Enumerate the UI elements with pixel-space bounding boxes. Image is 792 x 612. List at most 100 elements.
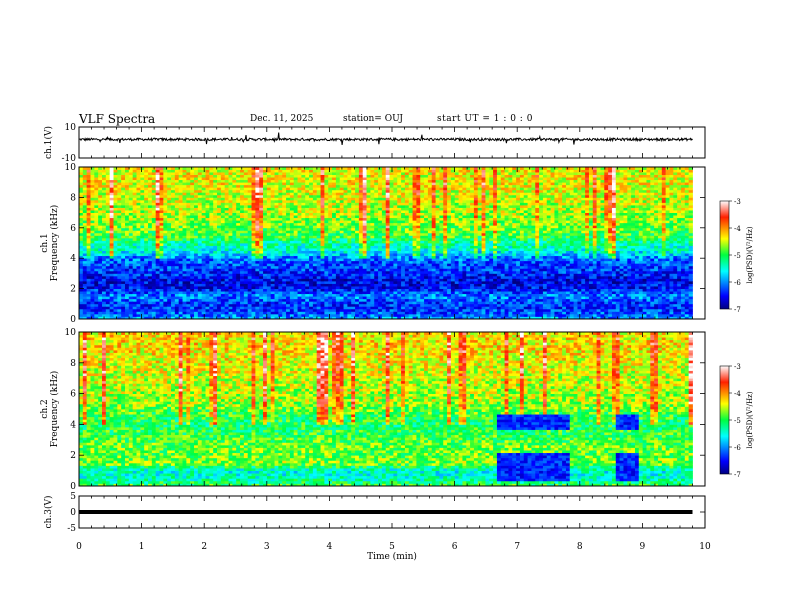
spectrogram-cell <box>278 182 283 186</box>
spectrogram-cell <box>312 194 318 198</box>
spectrogram-cell <box>282 184 287 188</box>
spectrogram-cell <box>312 301 318 305</box>
spectrogram-cell <box>186 293 191 297</box>
spectrogram-cell <box>378 263 383 267</box>
spectrogram-cell <box>232 255 237 259</box>
spectrogram-cell <box>182 177 187 181</box>
spectrogram-cell <box>335 243 341 246</box>
spectrogram-cell <box>286 212 291 216</box>
spectrogram-cell <box>251 184 256 188</box>
spectrogram-cell <box>339 220 344 224</box>
spectrogram-cell <box>151 268 157 272</box>
spectrogram-cell <box>144 268 149 272</box>
spectrogram-cell <box>167 245 172 249</box>
spectrogram-cell <box>255 273 260 277</box>
spectrogram-cell <box>167 313 172 317</box>
spectrogram-cell <box>240 311 245 315</box>
spectrogram-cell <box>232 207 237 211</box>
spectrogram-cell <box>209 235 214 239</box>
spectrogram-cell <box>174 288 180 292</box>
spectrogram-cell <box>125 210 130 213</box>
spectrogram-cell <box>82 179 88 183</box>
spectrogram-cell <box>343 220 348 224</box>
spectrogram-cell <box>79 197 84 201</box>
spectrogram-cell <box>358 240 364 244</box>
spectrogram-cell <box>228 311 233 315</box>
spectrogram-cell <box>163 248 168 251</box>
spectrogram-cell <box>305 248 310 251</box>
spectrogram-cell <box>320 232 325 236</box>
spectrogram-cell <box>274 230 279 234</box>
spectrogram-cell <box>109 179 114 183</box>
spectrogram-cell <box>243 313 249 317</box>
spectrogram-cell <box>297 313 302 317</box>
spectrogram-cell <box>263 260 268 264</box>
spectrogram-cell <box>155 189 160 193</box>
spectrogram-cell <box>205 270 210 274</box>
spectrogram-cell <box>205 232 210 236</box>
spectrogram-cell <box>121 222 126 226</box>
spectrogram-cell <box>293 179 298 183</box>
spectrogram-cell <box>186 291 191 295</box>
spectrogram-cell <box>86 316 91 320</box>
spectrogram-cell <box>351 255 356 259</box>
spectrogram-cell <box>366 189 371 193</box>
spectrogram-cell <box>213 270 218 274</box>
spectrogram-cell <box>201 174 206 178</box>
spectrogram-cell <box>151 174 157 178</box>
spectrogram-cell <box>132 202 137 206</box>
spectrogram-cell <box>201 184 206 188</box>
spectrogram-cell <box>358 281 364 284</box>
spectrogram-cell <box>174 278 180 282</box>
spectrogram-cell <box>274 258 279 262</box>
spectrogram-cell <box>270 303 275 307</box>
spectrogram-cell <box>339 199 344 203</box>
spectrogram-cell <box>98 172 103 175</box>
spectrogram-cell <box>293 237 298 241</box>
spectrogram-cell <box>213 301 218 305</box>
spectrogram-cell <box>381 237 387 241</box>
spectrogram-cell <box>151 197 157 201</box>
spectrogram-cell <box>102 306 107 310</box>
spectrogram-cell <box>339 205 344 208</box>
spectrogram-cell <box>358 303 364 307</box>
spectrogram-cell <box>274 227 279 231</box>
spectrogram-cell <box>79 298 84 302</box>
spectrogram-cell <box>155 286 160 289</box>
spectrogram-cell <box>328 303 333 307</box>
spectrogram-cell <box>251 215 256 219</box>
spectrogram-cell <box>148 253 153 257</box>
spectrogram-cell <box>324 293 329 297</box>
spectrogram-cell <box>224 192 229 196</box>
spectrogram-cell <box>163 192 168 196</box>
spectrogram-cell <box>301 298 306 302</box>
spectrogram-cell <box>316 184 321 188</box>
spectrogram-cell <box>343 199 348 203</box>
spectrogram-cell <box>339 301 344 305</box>
spectrogram-cell <box>220 283 226 287</box>
spectrogram-cell <box>178 202 183 206</box>
spectrogram-cell <box>362 313 367 317</box>
spectrogram-cell <box>232 215 237 219</box>
spectrogram-cell <box>113 286 118 289</box>
spectrogram-cell <box>263 316 268 320</box>
spectrogram-cell <box>266 232 272 236</box>
spectrogram-cell <box>240 313 245 317</box>
spectrogram-cell <box>220 167 226 170</box>
spectrogram-cell <box>109 286 114 289</box>
spectrogram-cell <box>236 270 241 274</box>
spectrogram-cell <box>98 217 103 221</box>
spectrogram-cell <box>140 260 145 264</box>
spectrogram-cell <box>105 278 111 282</box>
spectrogram-cell <box>220 215 226 219</box>
spectrogram-cell <box>247 172 252 175</box>
spectrogram-cell <box>270 182 275 186</box>
spectrogram-cell <box>171 212 176 216</box>
spectrogram-cell <box>247 192 252 196</box>
spectrogram-cell <box>332 192 337 196</box>
spectrogram-cell <box>125 316 130 320</box>
spectrogram-cell <box>347 291 352 295</box>
spectrogram-cell <box>274 278 279 282</box>
spectrogram-cell <box>217 217 222 221</box>
spectrogram-cell <box>232 243 237 246</box>
